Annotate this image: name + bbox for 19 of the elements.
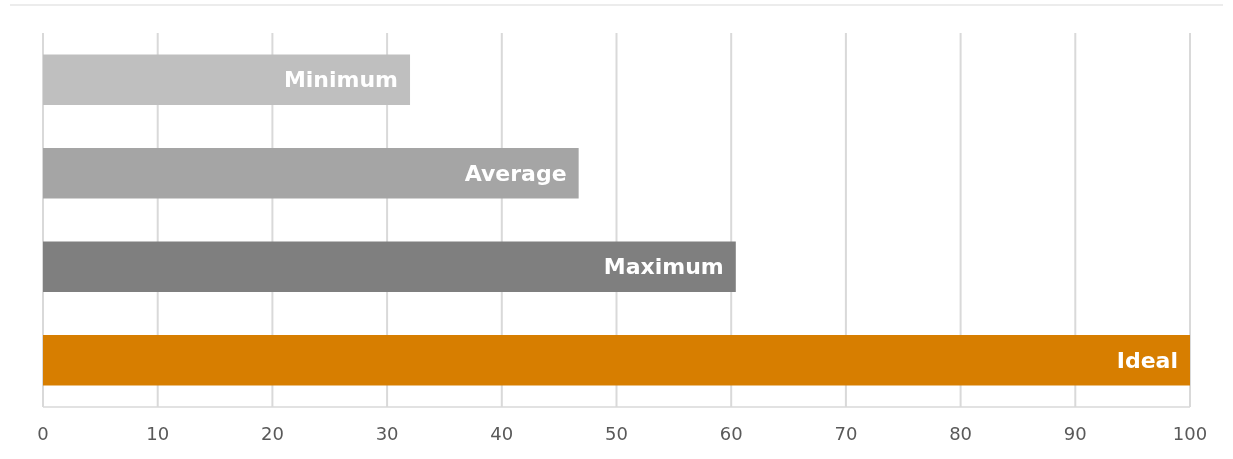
y-tick-label: Average xyxy=(464,160,567,186)
x-tick-label: 50 xyxy=(605,423,628,445)
x-tick-label: 80 xyxy=(949,423,973,445)
x-tick-label: 40 xyxy=(490,423,514,445)
x-tick-label: 20 xyxy=(260,423,284,445)
x-tick-label: 30 xyxy=(375,423,399,445)
bar xyxy=(43,241,736,292)
bar xyxy=(43,148,579,199)
y-tick-label: Maximum xyxy=(603,254,724,280)
x-tick-label: 60 xyxy=(719,423,743,445)
x-tick-label: 100 xyxy=(1172,423,1208,445)
bar xyxy=(43,54,411,105)
y-tick-label: Ideal xyxy=(1116,347,1178,373)
x-tick-label: 90 xyxy=(1063,423,1087,445)
y-tick-label: Minimum xyxy=(283,67,399,93)
bar xyxy=(43,335,1190,386)
x-tick-label: 10 xyxy=(146,423,170,445)
x-tick-label: 0 xyxy=(37,423,49,445)
x-tick-label: 70 xyxy=(834,423,858,445)
